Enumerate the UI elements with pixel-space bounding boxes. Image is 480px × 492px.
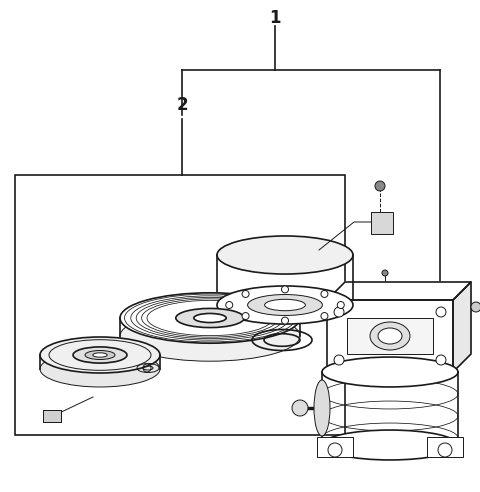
Circle shape [321,312,328,319]
Ellipse shape [217,286,353,324]
Bar [43,410,61,422]
Ellipse shape [176,308,244,328]
Circle shape [281,286,288,293]
Ellipse shape [40,337,160,373]
Ellipse shape [194,313,226,323]
Ellipse shape [314,380,330,436]
Circle shape [281,317,288,324]
Circle shape [382,270,388,276]
Circle shape [328,443,342,457]
Ellipse shape [248,295,323,315]
Polygon shape [453,282,471,372]
Circle shape [242,312,249,319]
Ellipse shape [120,311,300,361]
Ellipse shape [40,351,160,387]
Text: 2: 2 [176,96,188,114]
Ellipse shape [73,347,127,363]
Bar [317,437,353,457]
Circle shape [438,443,452,457]
Ellipse shape [93,353,107,357]
Ellipse shape [120,293,300,343]
Text: 1: 1 [269,9,281,27]
Circle shape [375,181,385,191]
Ellipse shape [378,328,402,344]
Ellipse shape [89,352,111,358]
Bar [371,212,393,234]
Circle shape [321,290,328,298]
Circle shape [292,400,308,416]
Ellipse shape [217,236,353,274]
Bar [427,437,463,457]
Circle shape [337,302,344,308]
Ellipse shape [322,357,458,387]
Circle shape [436,355,446,365]
Circle shape [471,302,480,312]
Circle shape [226,302,233,308]
Ellipse shape [264,299,305,311]
Circle shape [334,307,344,317]
Circle shape [436,307,446,317]
Bar [327,300,453,372]
Bar [347,318,433,354]
Ellipse shape [370,322,410,350]
Ellipse shape [322,430,458,460]
Circle shape [334,355,344,365]
Ellipse shape [85,350,115,360]
Circle shape [242,290,249,298]
Bar [15,175,345,435]
Polygon shape [327,282,471,300]
